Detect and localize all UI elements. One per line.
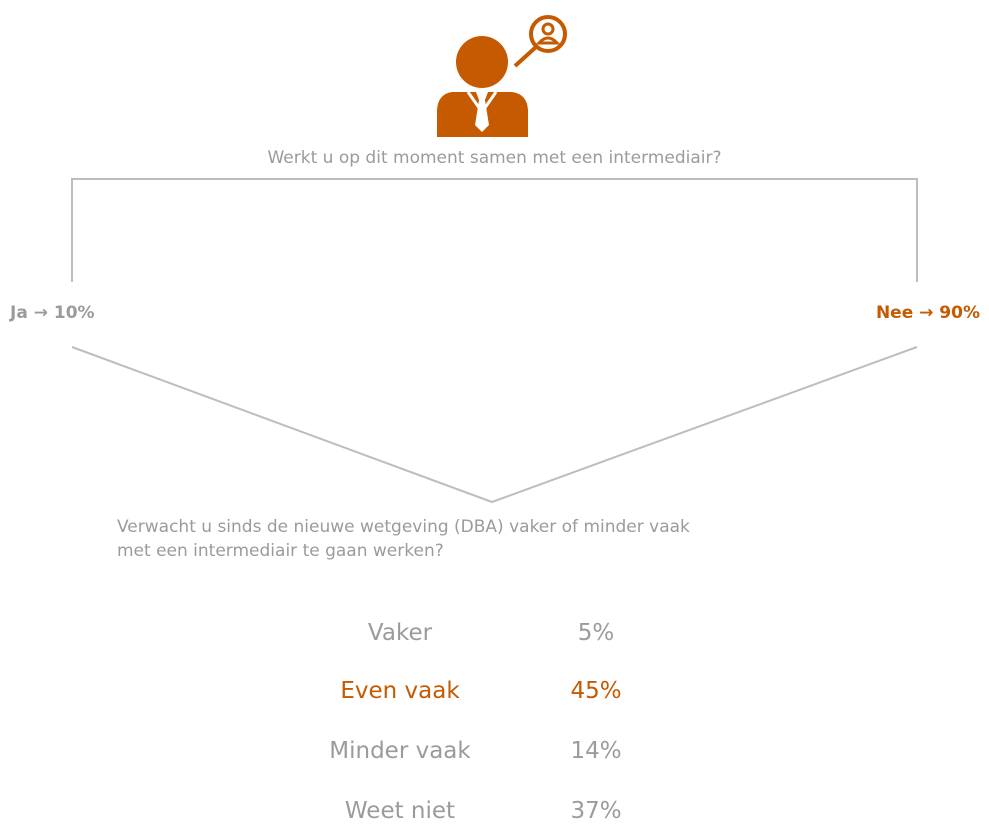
- followup-line: met een intermediair te gaan werken?: [117, 541, 444, 561]
- question: Werkt u op dit moment samen met een inte…: [267, 148, 722, 168]
- result-value: 5%: [577, 620, 615, 646]
- result-value: 37%: [570, 798, 622, 824]
- funnel: [71, 346, 918, 504]
- answer: Nee → 90%: [875, 303, 980, 323]
- result-label: Vaker: [367, 620, 433, 646]
- result-label: Minder vaak: [329, 738, 471, 764]
- result-label: Even vaak: [340, 678, 460, 704]
- answer: Ja → 10%: [10, 303, 95, 323]
- result-value: 14%: [570, 738, 622, 764]
- followup-line: Verwacht u sinds de nieuwe wetgeving (DB…: [117, 517, 690, 537]
- result-value: 45%: [570, 678, 622, 704]
- result-label: Weet niet: [344, 798, 456, 824]
- person-icon: [437, 15, 567, 137]
- bracket: [71, 178, 918, 282]
